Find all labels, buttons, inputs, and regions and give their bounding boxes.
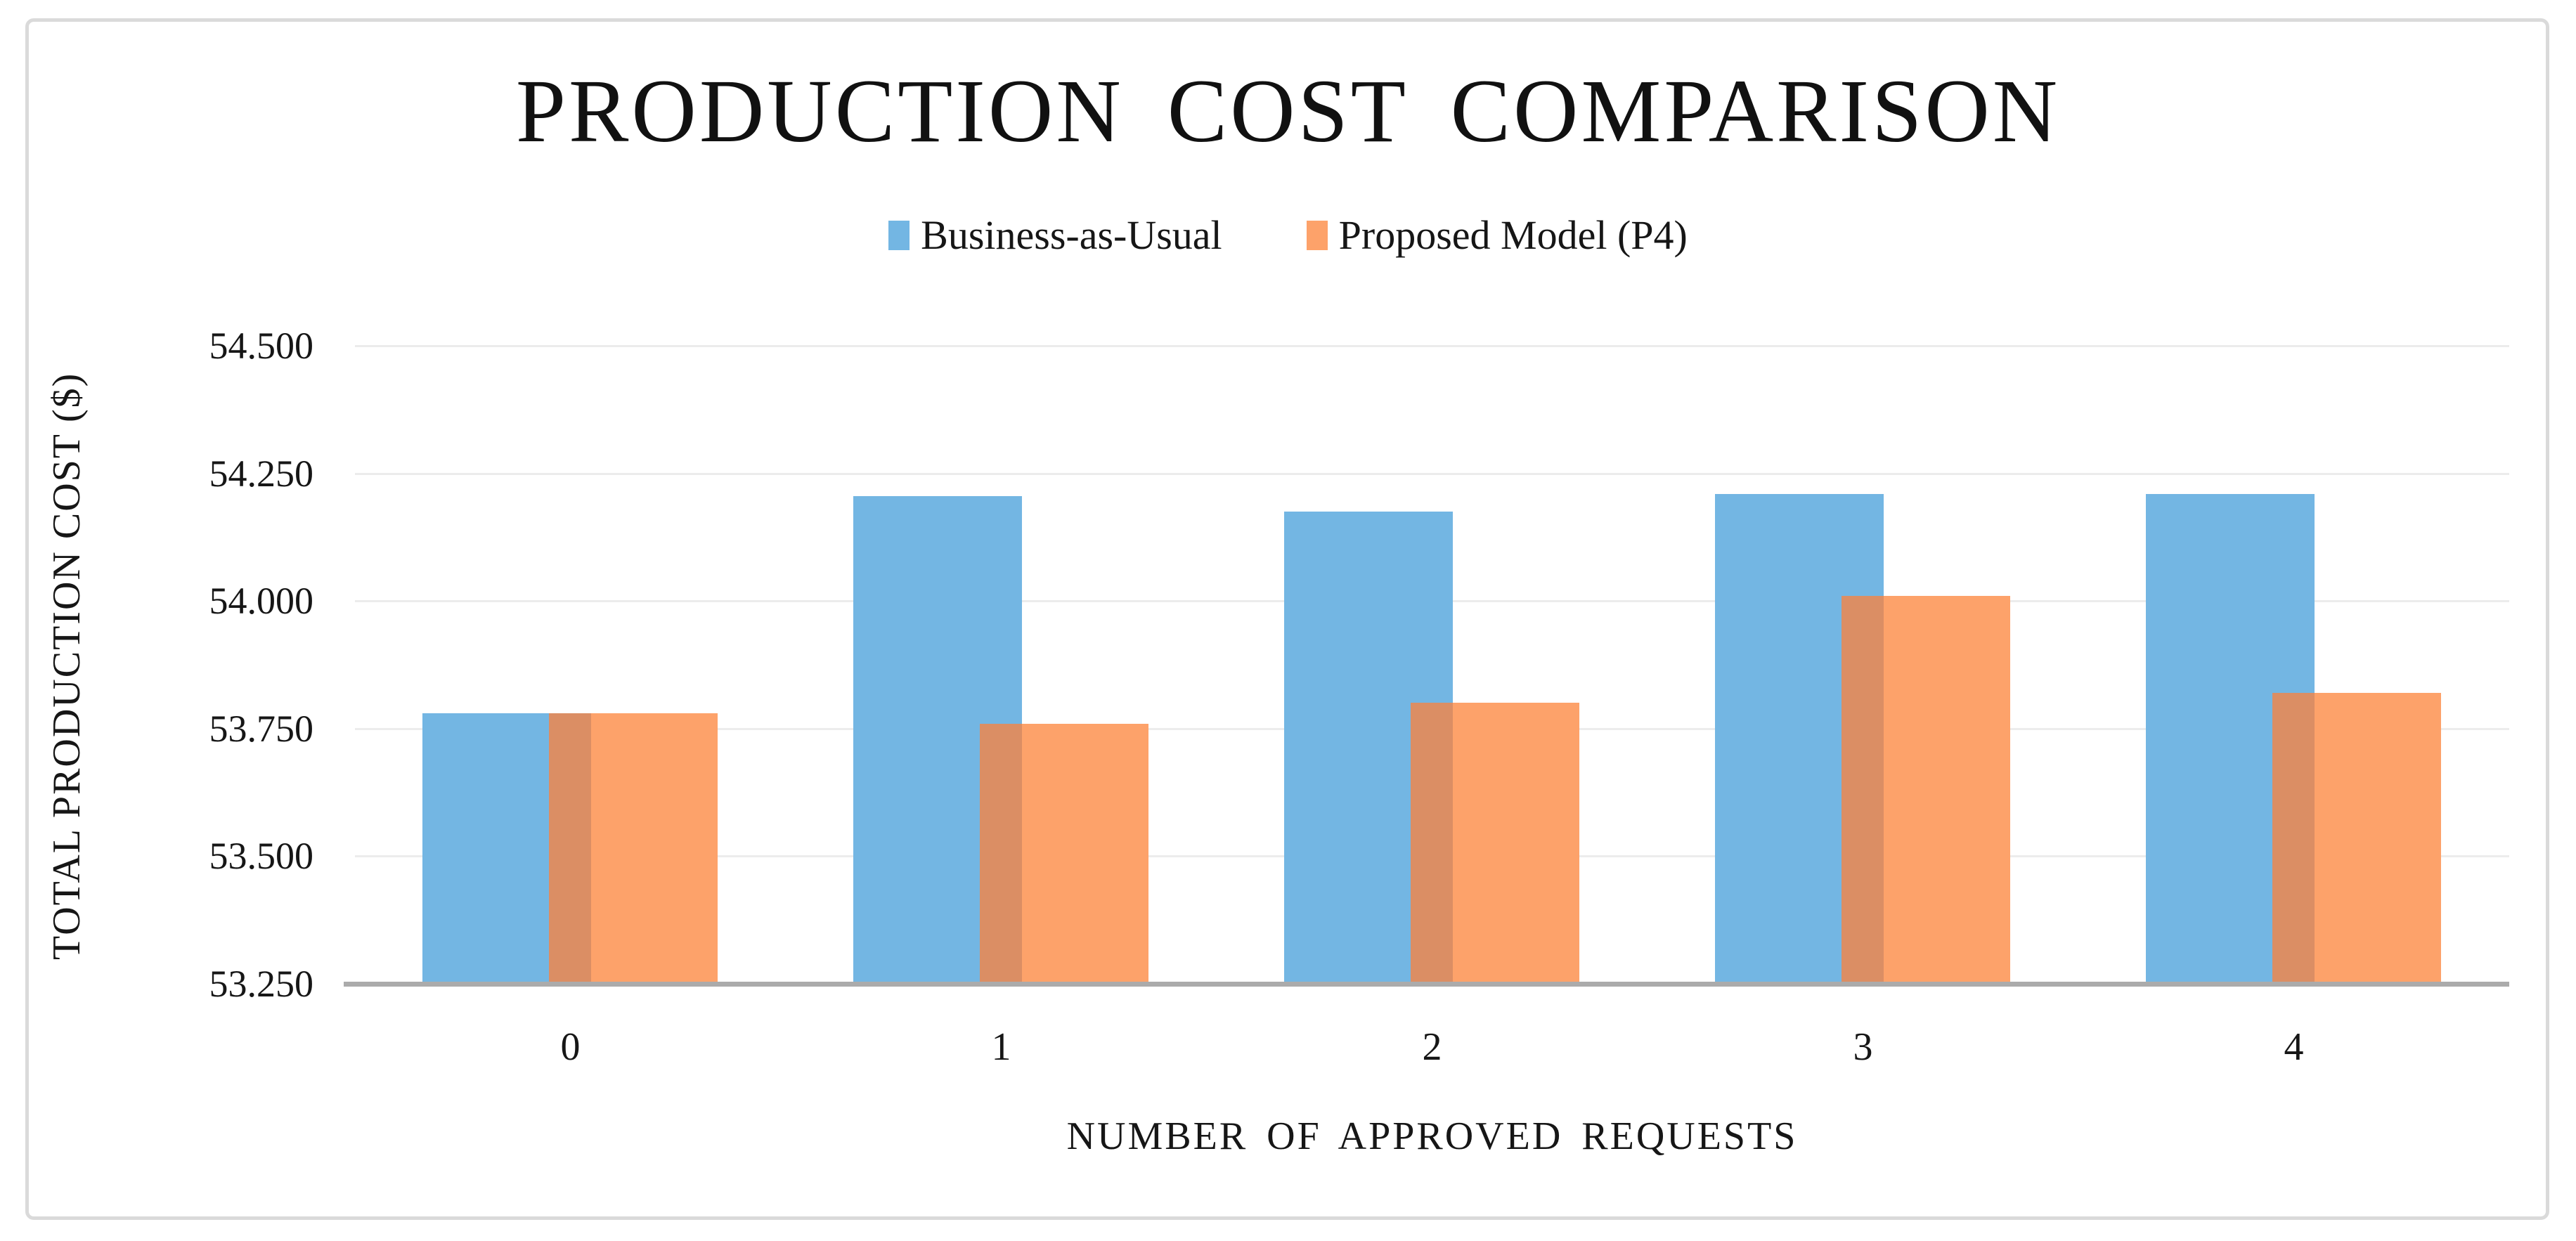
gridline	[355, 473, 2509, 475]
bar-group	[355, 346, 786, 984]
y-tick-label: 54.250	[209, 453, 314, 495]
bar-overlap-region	[1842, 596, 1884, 984]
x-tick-label: 4	[2284, 1025, 2304, 1069]
bar-overlap-region	[2272, 693, 2315, 984]
bar-group	[2078, 346, 2509, 984]
x-tick-label: 3	[1853, 1025, 1873, 1069]
x-axis-title: NUMBER OF APPROVED REQUESTS	[1066, 1115, 1798, 1158]
bar-group	[1648, 346, 2078, 984]
y-axis-title: TOTAL PRODUCTION COST ($)	[45, 372, 89, 961]
y-tick-label: 54.500	[209, 325, 314, 367]
x-tick-label: 0	[560, 1025, 581, 1069]
y-tick-label: 53.500	[209, 835, 314, 877]
y-tick-label: 53.750	[209, 708, 314, 750]
legend: Business-as-Usual Proposed Model (P4)	[0, 215, 2576, 256]
legend-item-proposed-model: Proposed Model (P4)	[1306, 212, 1688, 258]
bar-overlap-region	[980, 724, 1022, 984]
legend-swatch-blue	[888, 221, 910, 250]
bar-group	[786, 346, 1217, 984]
chart-title: PRODUCTION COST COMPARISON	[515, 61, 2061, 161]
legend-item-business-as-usual: Business-as-Usual	[888, 215, 1222, 256]
gridline	[355, 345, 2509, 347]
x-tick-label: 1	[991, 1025, 1011, 1069]
y-tick-label: 54.000	[209, 580, 314, 622]
y-tick-label: 53.250	[209, 963, 314, 1005]
bar-overlap-region	[1411, 703, 1453, 984]
x-axis-line	[344, 982, 2509, 987]
x-axis-tick-labels: 0 1 2 3 4	[355, 1022, 2509, 1072]
legend-swatch-orange	[1306, 221, 1328, 250]
legend-label: Proposed Model (P4)	[1338, 212, 1688, 258]
bar-overlap-region	[549, 713, 591, 984]
x-tick-label: 2	[1422, 1025, 1442, 1069]
plot-area	[344, 345, 2509, 987]
bar-group	[1217, 346, 1648, 984]
legend-label: Business-as-Usual	[921, 212, 1222, 258]
